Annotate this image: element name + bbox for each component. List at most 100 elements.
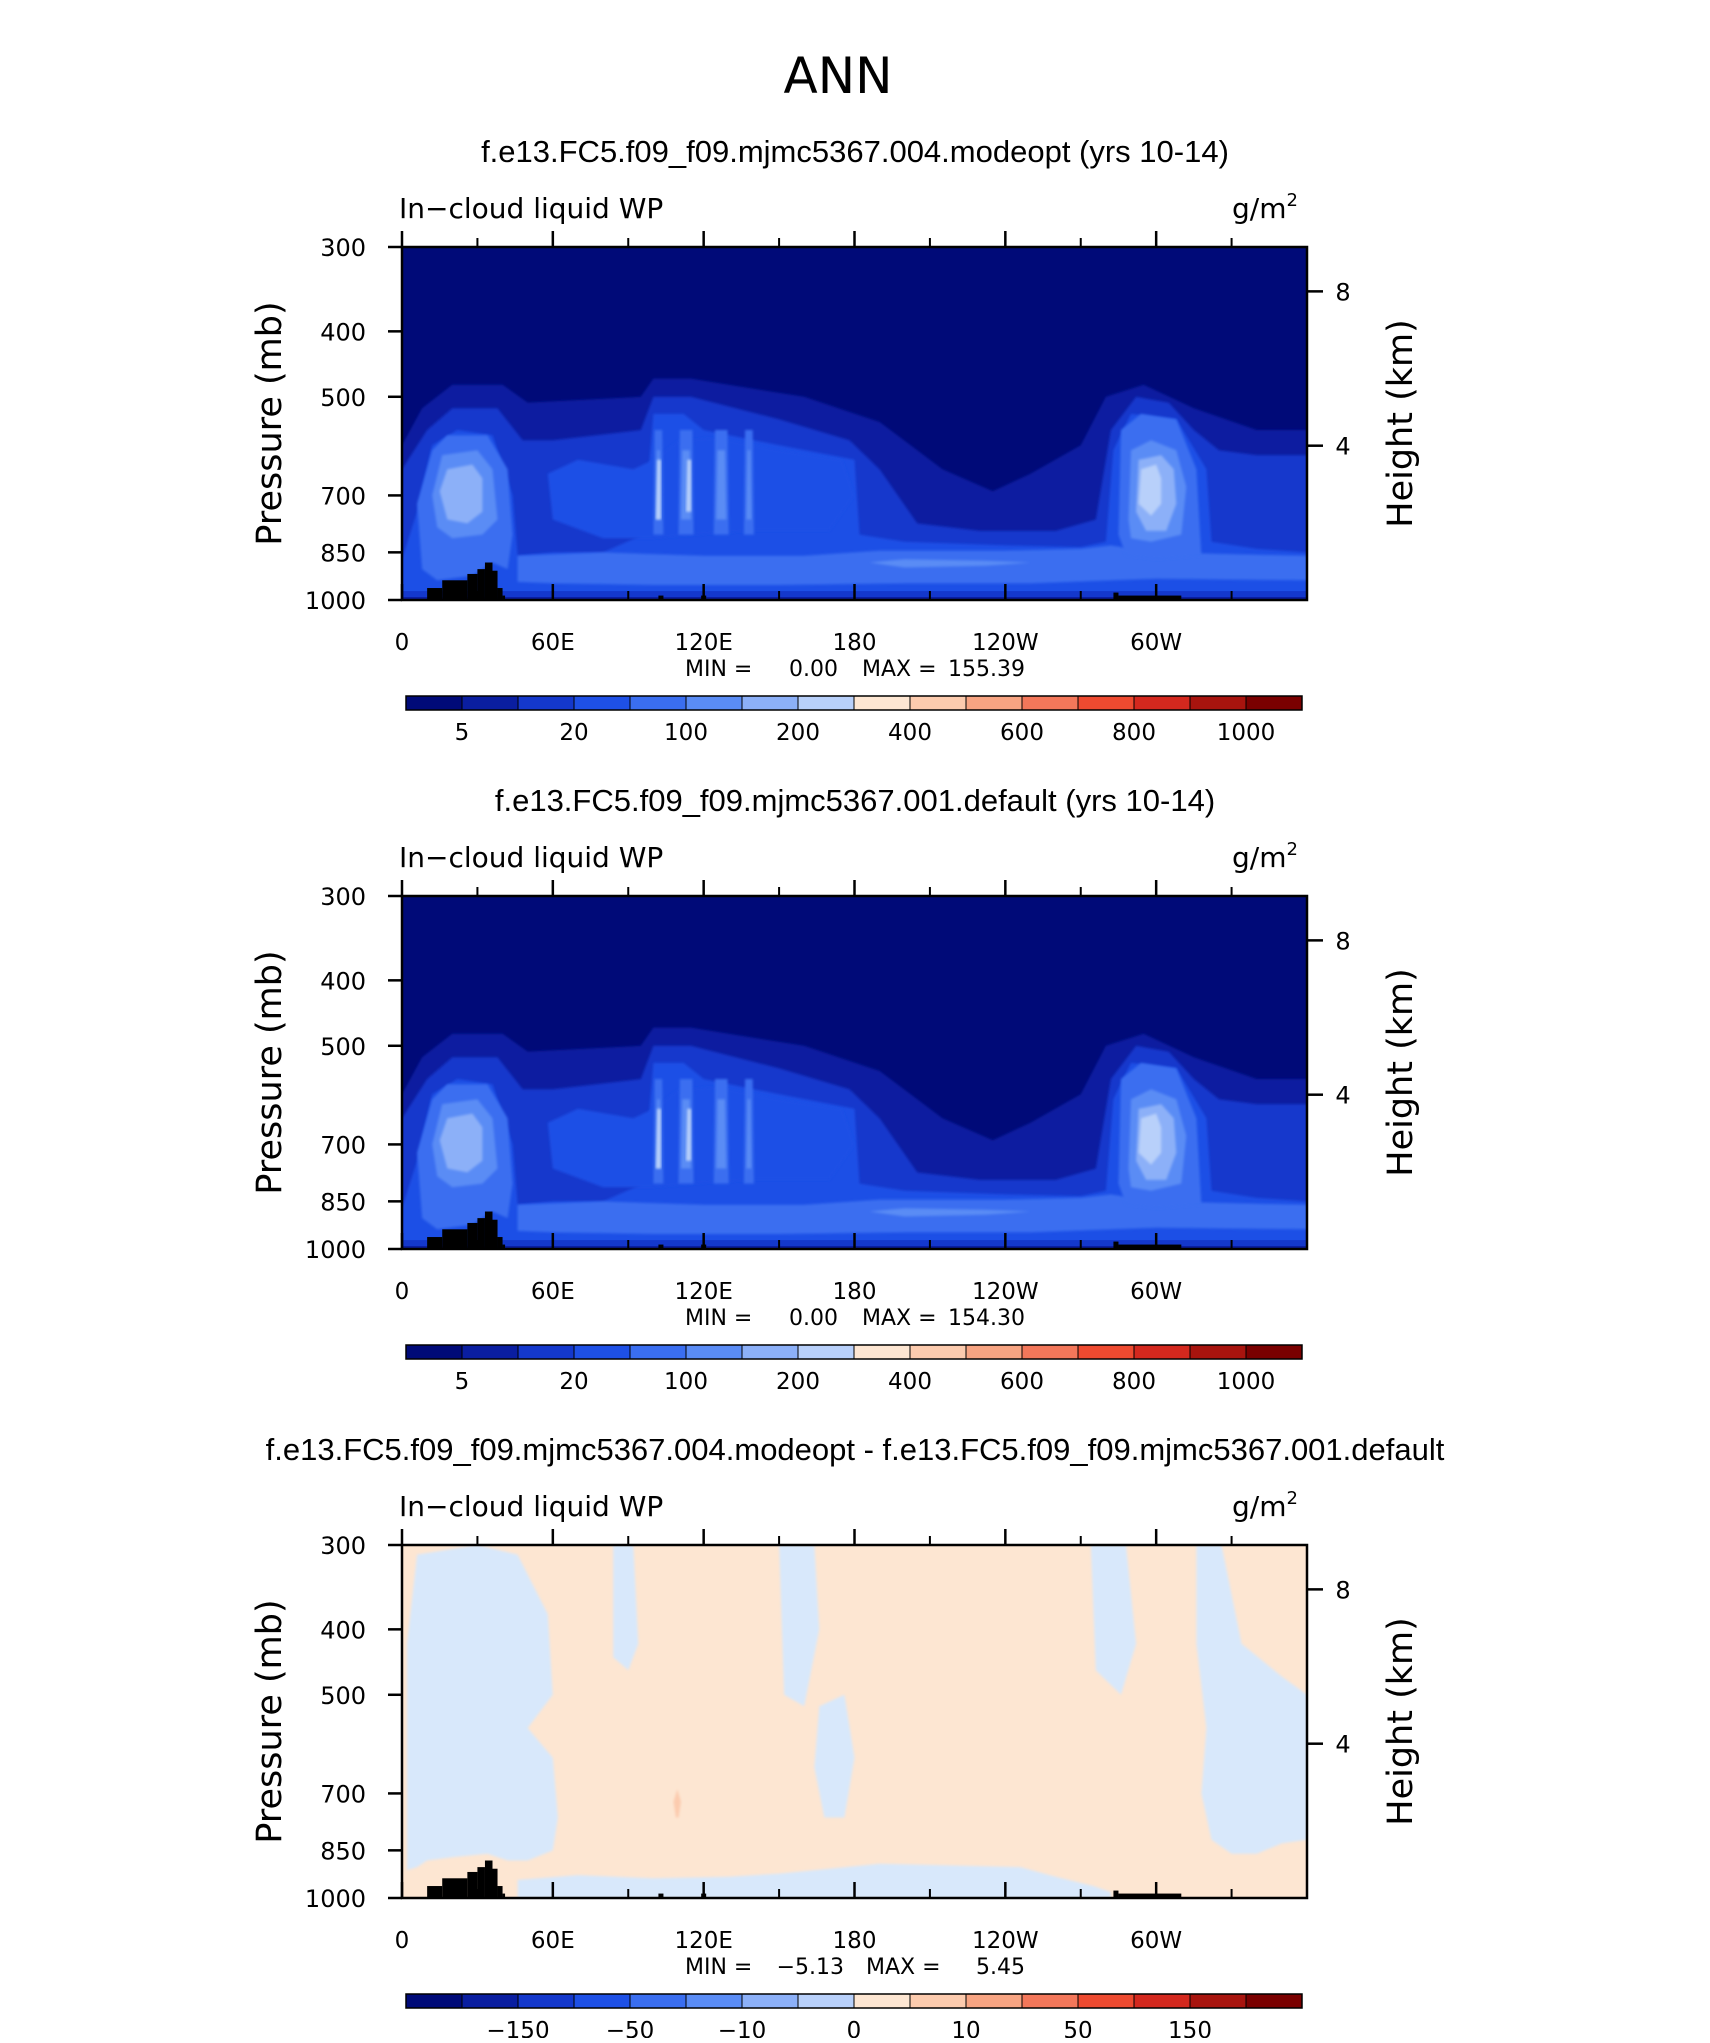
y-tick-label: 850 bbox=[320, 539, 366, 567]
y-axis-label: Pressure (mb) bbox=[250, 1599, 290, 1843]
units-label: g/m2 bbox=[1232, 839, 1298, 874]
colorbar-label: 100 bbox=[664, 1369, 708, 1395]
y2-tick-label: 8 bbox=[1335, 927, 1350, 955]
panel-title: f.e13.FC5.f09_f09.mjmc5367.001.default (… bbox=[495, 783, 1215, 818]
colorbar-label: 800 bbox=[1112, 720, 1156, 746]
y-tick-label: 400 bbox=[320, 967, 366, 995]
colorbar-label: 800 bbox=[1112, 1369, 1156, 1395]
x-tick-label: 60W bbox=[1130, 1928, 1182, 1954]
colorbar-swatch bbox=[573, 695, 631, 711]
contour-negative bbox=[1090, 1545, 1137, 1695]
terrain-mask bbox=[1113, 592, 1119, 600]
terrain-mask bbox=[467, 573, 478, 600]
terrain-mask bbox=[658, 1893, 664, 1898]
units-base: g/m bbox=[1232, 841, 1286, 874]
stats-max-label: MAX = bbox=[862, 657, 937, 682]
colorbar-swatch bbox=[1245, 1344, 1303, 1360]
terrain-mask bbox=[658, 1244, 664, 1249]
x-tick-label: 0 bbox=[395, 630, 410, 656]
terrain-mask bbox=[658, 595, 664, 600]
contour-level-5 bbox=[869, 559, 1031, 568]
colorbar: −150 −50 −10 0 10 50 150 bbox=[405, 1993, 1303, 2043]
y-tick-label: 700 bbox=[320, 1780, 366, 1808]
contour-negative bbox=[779, 1545, 820, 1707]
units-label: g/m2 bbox=[1232, 1488, 1298, 1523]
colorbar-label: 600 bbox=[1000, 720, 1044, 746]
colorbar-swatch bbox=[405, 1344, 463, 1360]
y-tick-label: 400 bbox=[320, 318, 366, 346]
colorbar-swatch bbox=[741, 1993, 799, 2009]
y-tick-label: 500 bbox=[320, 1033, 366, 1061]
axes: 0 60E 120E 180 120W 60W 300 400 500 700 850 1000 8 4 P… bbox=[250, 880, 1421, 1305]
terrain-mask bbox=[1118, 1893, 1182, 1898]
contour-level-5 bbox=[716, 450, 727, 520]
y2-tick-label: 8 bbox=[1335, 1576, 1350, 1604]
colorbar-label: 400 bbox=[888, 1369, 932, 1395]
y-tick-label: 500 bbox=[320, 1682, 366, 1710]
contour-field bbox=[402, 1545, 1307, 1898]
panel-modeopt: f.e13.FC5.f09_f09.mjmc5367.004.modeopt (… bbox=[250, 134, 1421, 746]
colorbar-swatch bbox=[909, 1993, 967, 2009]
units-base: g/m bbox=[1232, 1490, 1286, 1523]
axes: 0 60E 120E 180 120W 60W 300 400 500 700 850 1000 8 4 P… bbox=[250, 1529, 1421, 1954]
colorbar-swatch bbox=[797, 1344, 855, 1360]
stats-min-label: MIN = bbox=[685, 1306, 752, 1331]
plot-area bbox=[402, 1545, 1307, 1898]
terrain-mask bbox=[442, 580, 468, 600]
units-exponent: 2 bbox=[1286, 190, 1297, 211]
colorbar-swatch bbox=[1021, 695, 1079, 711]
colorbar-swatch bbox=[1133, 1993, 1191, 2009]
terrain-mask bbox=[477, 569, 485, 600]
variable-label: In−cloud liquid WP bbox=[399, 192, 663, 225]
colorbar-swatch bbox=[461, 1344, 519, 1360]
y-tick-label: 1000 bbox=[305, 1885, 366, 1913]
page-title: ANN bbox=[783, 47, 892, 105]
colorbar-swatch bbox=[685, 695, 743, 711]
terrain-mask bbox=[492, 570, 498, 600]
y-tick-label: 850 bbox=[320, 1188, 366, 1216]
colorbar-label: 5 bbox=[455, 1369, 470, 1395]
colorbar-swatch bbox=[797, 1993, 855, 2009]
contour-field bbox=[402, 247, 1307, 600]
y-tick-label: 1000 bbox=[305, 1236, 366, 1264]
contour-level-5 bbox=[746, 450, 752, 520]
y-tick-label: 300 bbox=[320, 1532, 366, 1560]
colorbar-frame bbox=[405, 1993, 1303, 2009]
contour-level-7 bbox=[655, 459, 661, 520]
contour-negative bbox=[814, 1694, 855, 1818]
colorbar-label: −10 bbox=[718, 2018, 767, 2038]
stats-min-value: 0.00 bbox=[789, 1306, 838, 1331]
colorbar-swatch bbox=[1077, 1993, 1135, 2009]
terrain-mask bbox=[1118, 1244, 1182, 1249]
x-tick-label: 60E bbox=[531, 1279, 575, 1305]
y-tick-label: 700 bbox=[320, 482, 366, 510]
stats-max-label: MAX = bbox=[862, 1306, 937, 1331]
contour-level-6 bbox=[439, 1113, 483, 1173]
terrain-mask bbox=[492, 1868, 498, 1898]
contour-level-5 bbox=[746, 1099, 752, 1169]
x-tick-label: 120E bbox=[674, 630, 732, 656]
panel-title: f.e13.FC5.f09_f09.mjmc5367.004.modeopt -… bbox=[266, 1432, 1445, 1467]
contour-level-6 bbox=[439, 464, 483, 524]
colorbar-swatch bbox=[965, 1993, 1023, 2009]
stats-min-value: −5.13 bbox=[777, 1955, 844, 1980]
contour-level-7 bbox=[1138, 1113, 1162, 1165]
y2-tick-label: 8 bbox=[1335, 278, 1350, 306]
terrain-mask bbox=[442, 1878, 468, 1898]
units-exponent: 2 bbox=[1286, 1488, 1297, 1509]
colorbar-swatch bbox=[405, 695, 463, 711]
colorbar-swatch bbox=[853, 1993, 911, 2009]
colorbar-swatch bbox=[909, 1344, 967, 1360]
y-tick-label: 500 bbox=[320, 384, 366, 412]
y-axis-label: Pressure (mb) bbox=[250, 301, 290, 545]
contour-level-3 bbox=[547, 1086, 855, 1188]
colorbar-label: 150 bbox=[1168, 2018, 1212, 2038]
y-axis-label: Pressure (mb) bbox=[250, 950, 290, 1194]
colorbar-frame bbox=[405, 1344, 1303, 1360]
colorbar-label: 1000 bbox=[1217, 1369, 1276, 1395]
colorbar: 5 20 100 200 400 600 800 1000 bbox=[405, 695, 1303, 746]
colorbar-swatch bbox=[965, 695, 1023, 711]
colorbar-label: 20 bbox=[559, 720, 588, 746]
x-tick-label: 60W bbox=[1130, 1279, 1182, 1305]
